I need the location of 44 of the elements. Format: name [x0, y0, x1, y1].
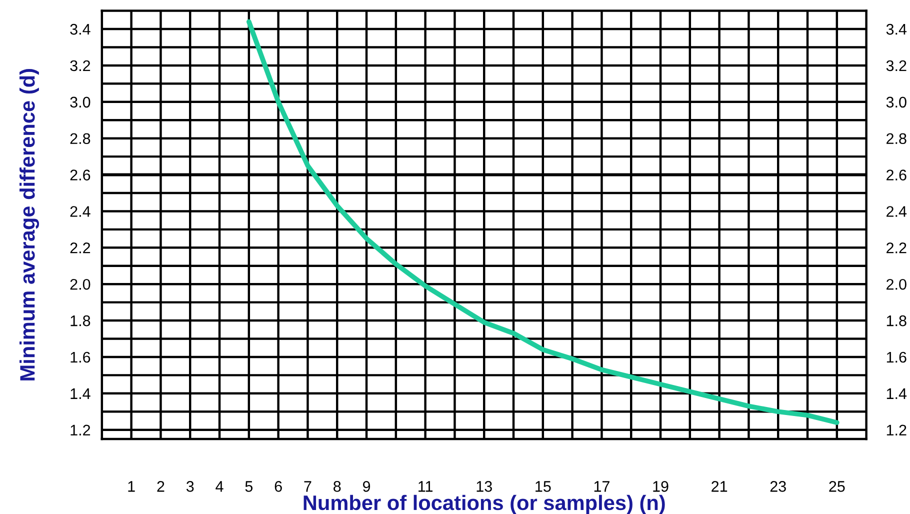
x-tick-label: 11 — [418, 481, 433, 492]
x-tick-label: 7 — [304, 481, 312, 492]
x-tick-label: 5 — [245, 481, 253, 492]
y2-tick-label: 2.4 — [886, 206, 907, 217]
y-tick-label: 3.2 — [70, 60, 90, 72]
y-tick-label: 2.8 — [70, 133, 90, 144]
x-tick-label: 23 — [770, 481, 786, 492]
y2-tick-label: 3.0 — [886, 96, 906, 108]
y2-tick-label: 3.2 — [886, 60, 906, 72]
y2-tick-label: 1.4 — [886, 388, 907, 399]
x-tick-label: 13 — [476, 481, 492, 492]
x-axis-title: Number of locations (or samples) (n) — [304, 494, 665, 514]
y-tick-label: 1.4 — [70, 388, 90, 399]
x-tick-label: 15 — [536, 481, 551, 492]
x-tick-label: 17 — [594, 481, 610, 492]
y-tick-label: 2.0 — [70, 278, 90, 290]
x-tick-label: 3 — [186, 481, 194, 492]
y2-tick-label: 2.8 — [886, 133, 906, 144]
y2-tick-label: 1.8 — [886, 315, 906, 326]
y2-tick-label: 1.2 — [886, 424, 906, 436]
y2-tick-label: 2.6 — [886, 170, 906, 180]
x-tick-label: 21 — [712, 481, 728, 492]
y-tick-label: 2.6 — [70, 170, 90, 180]
y-tick-label: 1.2 — [70, 424, 90, 436]
y-tick-label: 2.4 — [70, 206, 90, 217]
y2-tick-label: 2.2 — [886, 242, 906, 254]
y-tick-label: 3.0 — [70, 96, 90, 108]
y2-tick-label: 3.4 — [886, 24, 907, 35]
y-tick-label: 3.4 — [70, 24, 90, 35]
x-tick-label: 19 — [653, 481, 668, 492]
x-tick-label: 9 — [362, 481, 370, 492]
y2-tick-label: 2.0 — [886, 278, 906, 290]
y-axis-title: Minimum average difference (d) — [20, 69, 40, 380]
y-tick-label: 1.8 — [70, 315, 90, 326]
x-tick-label: 1 — [128, 481, 135, 492]
x-tick-label: 25 — [829, 481, 845, 492]
x-tick-label: 8 — [334, 481, 341, 492]
x-tick-label: 2 — [157, 481, 164, 492]
x-tick-label: 4 — [216, 481, 224, 492]
y-tick-label: 2.2 — [70, 242, 90, 254]
y-tick-label: 1.6 — [70, 352, 90, 363]
line-series — [246, 19, 840, 425]
y2-tick-label: 1.6 — [886, 352, 906, 363]
x-tick-label: 6 — [274, 481, 282, 492]
